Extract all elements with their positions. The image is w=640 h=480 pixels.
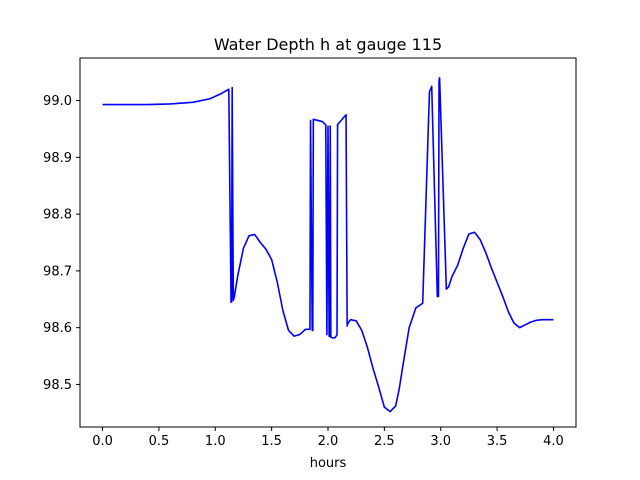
x-axis: 0.0 0.5 1.0 1.5 2.0 2.5 3.0 3.5 4.0 — [92, 427, 564, 449]
x-tick-label: 3.0 — [430, 434, 451, 449]
y-tick-label: 98.6 — [43, 321, 72, 336]
x-axis-label: hours — [310, 456, 347, 471]
y-axis: 98.5 98.6 98.7 98.8 98.9 99.0 — [43, 94, 80, 393]
y-tick-label: 98.8 — [43, 208, 72, 223]
x-tick-label: 2.0 — [318, 434, 339, 449]
x-tick-label: 1.0 — [205, 434, 226, 449]
x-tick-label: 3.5 — [487, 434, 508, 449]
x-tick-label: 0.0 — [92, 434, 113, 449]
series-line-group — [102, 77, 554, 413]
x-tick-label: 4.0 — [543, 434, 564, 449]
y-tick-label: 98.7 — [43, 264, 72, 279]
x-tick-label: 0.5 — [149, 434, 170, 449]
y-tick-label: 98.5 — [43, 378, 72, 393]
y-tick-label: 98.9 — [43, 151, 72, 166]
x-tick-label: 2.5 — [374, 434, 395, 449]
x-tick-label: 1.5 — [261, 434, 282, 449]
chart-title: Water Depth h at gauge 115 — [214, 35, 442, 54]
y-tick-label: 99.0 — [43, 94, 72, 109]
series-line-0 — [102, 77, 554, 413]
